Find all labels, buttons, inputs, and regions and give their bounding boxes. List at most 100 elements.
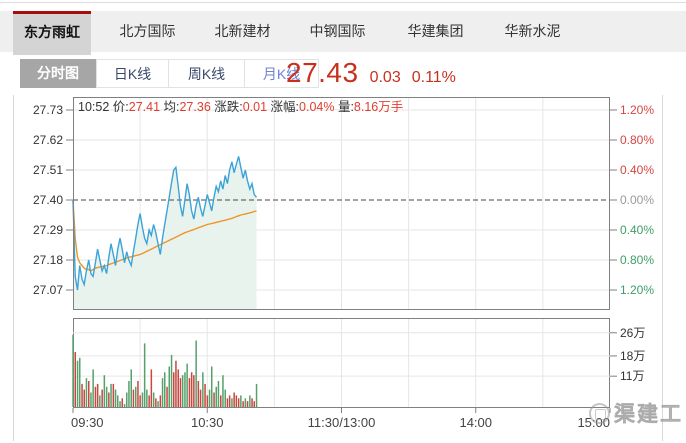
volume-bar — [81, 383, 83, 407]
volume-bar — [141, 392, 144, 407]
volume-bar — [92, 369, 94, 407]
stock-tab-2[interactable]: 北方国际 — [119, 23, 176, 39]
volume-bar — [146, 389, 148, 407]
volume-bar — [246, 401, 249, 407]
volume-bar — [181, 375, 184, 407]
volume-bar — [240, 395, 242, 407]
period-tab-3[interactable]: 周K线 — [168, 59, 245, 88]
volume-bar — [206, 395, 209, 407]
volume-bar — [249, 395, 251, 407]
volume-bar — [195, 340, 197, 407]
period-tab-1[interactable]: 分时图 — [20, 59, 96, 88]
volume-bar — [224, 389, 226, 407]
stock-tab-5[interactable]: 华建集团 — [407, 23, 464, 39]
volume-bar — [159, 395, 162, 407]
time-axis-label: 09:30 — [71, 415, 104, 430]
volume-axis-label: 11万 — [620, 369, 644, 383]
volume-bar — [123, 404, 126, 407]
left-axis-label: 27.51 — [33, 163, 63, 177]
volume-bar — [186, 363, 188, 407]
quote-summary: 27.43 0.03 0.11% — [286, 57, 456, 89]
left-axis-label: 27.62 — [33, 133, 63, 147]
quote-change: 0.03 — [369, 69, 401, 86]
stock-tab-6[interactable]: 华新水泥 — [504, 23, 561, 39]
volume-bar — [119, 401, 121, 407]
volume-bar — [242, 401, 244, 407]
volume-bar — [179, 378, 182, 407]
right-axis-label: 0.00% — [620, 193, 654, 207]
volume-bar — [193, 375, 195, 407]
left-axis-label: 27.07 — [33, 283, 63, 297]
price-line — [72, 156, 258, 291]
volume-bar — [137, 381, 139, 407]
volume-bar — [121, 398, 123, 407]
volume-bar — [72, 334, 74, 407]
volume-bar — [237, 398, 240, 407]
top-divider — [0, 2, 686, 3]
volume-bar — [202, 372, 204, 407]
volume-bar — [208, 389, 211, 407]
period-tab-4[interactable]: 月K线 — [244, 59, 319, 88]
stock-tab-3[interactable]: 北新建材 — [214, 23, 271, 39]
stock-tab-1[interactable]: 东方雨虹 — [13, 11, 91, 55]
quote-price: 27.43 — [286, 57, 359, 88]
volume-bar — [161, 378, 164, 407]
main-plot-border — [73, 97, 610, 310]
volume-axis-label: 18万 — [620, 349, 645, 363]
volume-bar — [150, 369, 153, 407]
volume-bar — [177, 369, 179, 407]
volume-bar — [233, 392, 235, 407]
left-axis-label: 27.29 — [33, 223, 63, 237]
volume-bar — [220, 395, 222, 407]
volume-bar — [105, 386, 108, 408]
volume-bar — [231, 398, 233, 407]
volume-bar — [108, 392, 110, 407]
volume-bar — [226, 398, 229, 407]
volume-bar — [148, 395, 150, 407]
volume-bar — [126, 392, 128, 407]
volume-bar — [235, 395, 238, 407]
volume-bar — [88, 381, 90, 407]
time-axis-label: 15:00 — [577, 415, 610, 430]
time-axis-label: 10:30 — [191, 415, 224, 430]
volume-bar — [74, 352, 76, 407]
volume-bar — [215, 386, 217, 408]
volume-bar — [76, 360, 79, 407]
quote-change-percent: 0.11% — [411, 69, 456, 86]
right-axis-label: 1.20% — [620, 283, 654, 297]
volume-bar — [139, 395, 141, 407]
volume-bar — [99, 395, 101, 407]
volume-bar — [170, 354, 173, 407]
volume-bar — [132, 389, 135, 407]
left-axis-label: 27.18 — [33, 253, 63, 267]
volume-bar — [175, 360, 177, 407]
volume-bar — [164, 372, 166, 407]
time-axis-label: 11:30/13:00 — [308, 415, 376, 430]
volume-bar — [168, 366, 170, 407]
volume-bar — [251, 398, 253, 407]
stock-tab-4[interactable]: 中钢国际 — [309, 23, 366, 39]
intraday-chart[interactable]: 27.73 1.20% 27.62 0.80% 27.51 0.40% 27.40 0.00%… — [13, 95, 663, 443]
volume-bar — [152, 392, 155, 407]
volume-bar — [90, 392, 92, 407]
stock-tabbar: 东方雨虹 北方国际 北新建材 中钢国际 华建集团 华新水泥 — [0, 11, 686, 55]
period-tab-2[interactable]: 日K线 — [96, 59, 169, 88]
volume-bar — [204, 383, 206, 407]
volume-bar — [173, 372, 175, 407]
volume-bar — [166, 386, 168, 408]
volume-bar — [211, 366, 213, 407]
period-tabbar: 分时图 日K线 周K线 月K线 — [0, 59, 686, 88]
volume-axis-label: 26万 — [620, 326, 645, 340]
volume-bar — [103, 375, 106, 407]
volume-bar — [213, 392, 215, 407]
volume-bar — [79, 357, 81, 407]
volume-bar — [112, 383, 115, 407]
volume-bar — [85, 378, 88, 407]
volume-bar — [117, 395, 119, 407]
chart-info-line: 10:52 价:27.41 均:27.36 涨跌:0.01 涨幅:0.04% 量… — [78, 99, 403, 114]
volume-bar — [83, 389, 85, 407]
volume-bar — [135, 386, 137, 408]
volume-bar — [155, 398, 157, 407]
left-axis-label: 27.73 — [33, 103, 63, 117]
